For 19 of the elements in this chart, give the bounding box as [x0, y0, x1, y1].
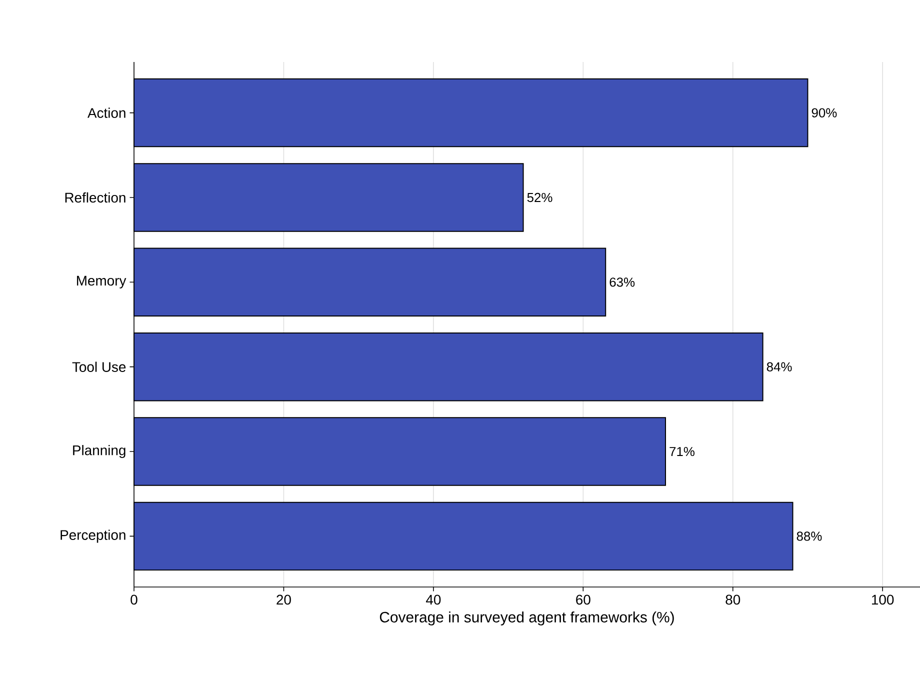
x-tick-label: 100	[872, 594, 894, 605]
x-tick-label: 40	[426, 594, 441, 605]
x-tick-label: 0	[130, 594, 138, 605]
y-tick-label: Action	[87, 108, 126, 118]
x-axis-title: Coverage in surveyed agent frameworks (%)	[380, 611, 674, 626]
data-label: 88%	[796, 532, 822, 541]
data-label: 63%	[610, 278, 635, 287]
x-tick-label: 20	[276, 594, 291, 605]
y-tick-label: Reflection	[65, 192, 126, 203]
y-tick-label: Tool Use	[72, 362, 126, 372]
y-tick-label: Memory	[77, 276, 126, 288]
data-label: 90%	[812, 108, 837, 118]
y-tick-label: Perception	[60, 530, 126, 543]
data-label: 84%	[766, 362, 792, 372]
data-label: 52%	[527, 192, 552, 202]
data-label: 71%	[670, 446, 694, 456]
x-tick-label: 80	[726, 594, 740, 605]
x-tick-label: 60	[576, 594, 590, 605]
y-tick-label: Planning	[73, 445, 126, 458]
